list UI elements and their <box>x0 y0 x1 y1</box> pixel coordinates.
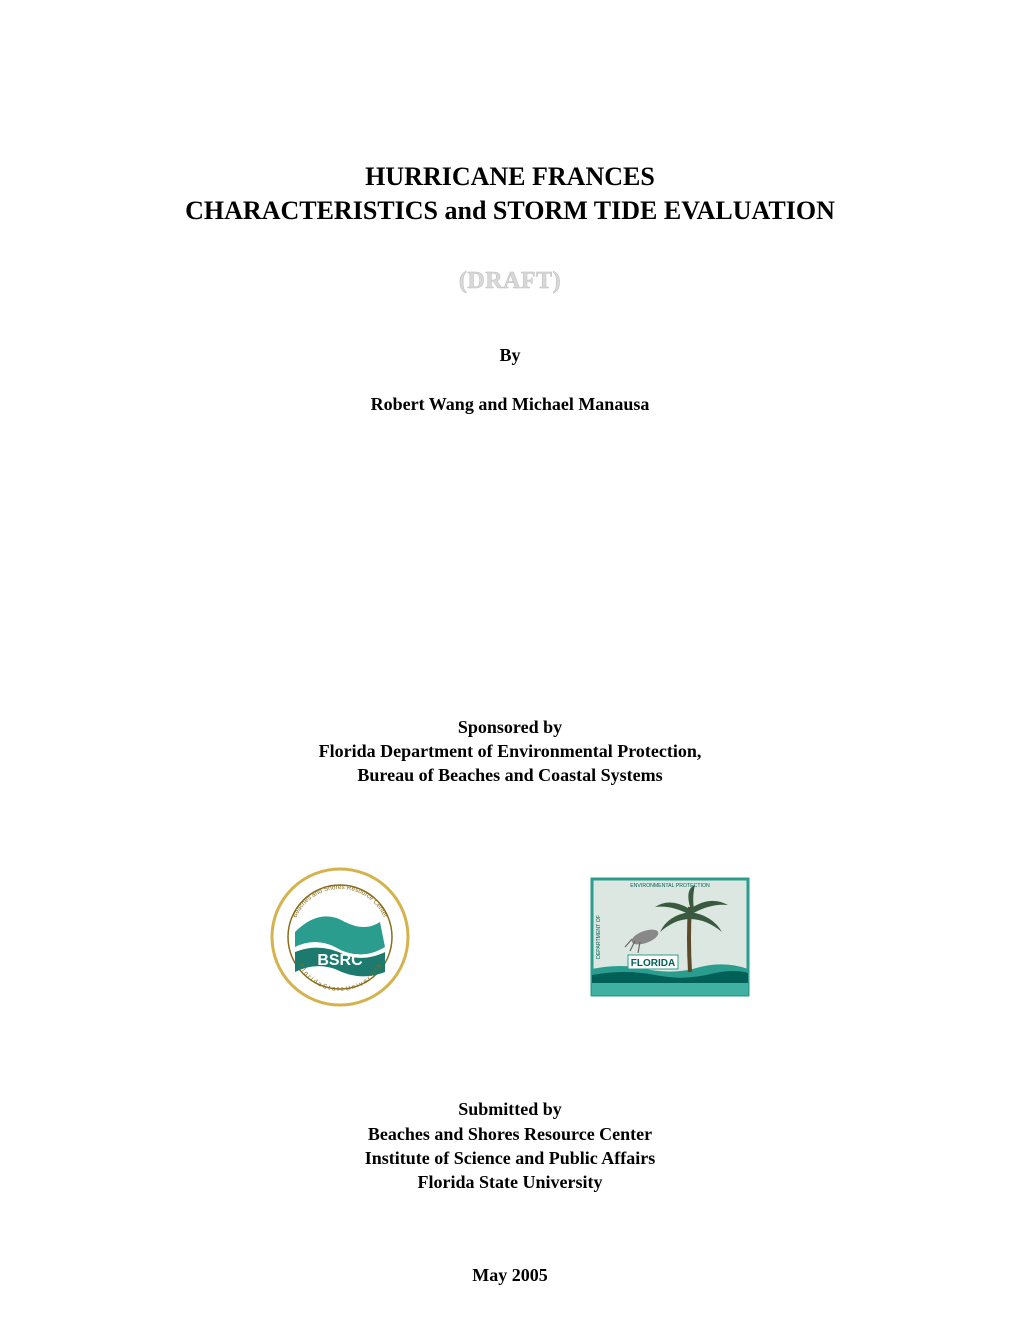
svg-text:ENVIRONMENTAL PROTECTION: ENVIRONMENTAL PROTECTION <box>630 883 710 889</box>
title-line-2: CHARACTERISTICS and STORM TIDE EVALUATIO… <box>185 194 835 228</box>
svg-text:BSRC: BSRC <box>317 952 363 969</box>
bsrc-logo-icon: BSRC Beaches and Shores Resource Center … <box>270 867 410 1007</box>
svg-text:DEPARTMENT OF: DEPARTMENT OF <box>596 916 602 960</box>
logos-row: BSRC Beaches and Shores Resource Center … <box>270 867 750 1007</box>
sponsor-block: Sponsored by Florida Department of Envir… <box>319 715 702 788</box>
title-block: HURRICANE FRANCES CHARACTERISTICS and ST… <box>185 160 835 228</box>
sponsor-label: Sponsored by <box>319 715 702 739</box>
florida-dep-logo-icon: FLORIDA DEPARTMENT OF ENVIRONMENTAL PROT… <box>590 877 750 997</box>
svg-text:FLORIDA: FLORIDA <box>631 958 675 969</box>
submitted-line-3: Florida State University <box>365 1170 656 1194</box>
authors: Robert Wang and Michael Manausa <box>371 394 650 415</box>
sponsor-line-2: Bureau of Beaches and Coastal Systems <box>319 763 702 787</box>
submitted-label: Submitted by <box>365 1097 656 1121</box>
submitted-line-2: Institute of Science and Public Affairs <box>365 1146 656 1170</box>
date: May 2005 <box>472 1265 548 1286</box>
draft-label: (DRAFT) <box>459 268 561 295</box>
by-label: By <box>499 345 520 366</box>
submitted-line-1: Beaches and Shores Resource Center <box>365 1122 656 1146</box>
title-line-1: HURRICANE FRANCES <box>185 160 835 194</box>
submitted-block: Submitted by Beaches and Shores Resource… <box>365 1097 656 1194</box>
sponsor-line-1: Florida Department of Environmental Prot… <box>319 739 702 763</box>
